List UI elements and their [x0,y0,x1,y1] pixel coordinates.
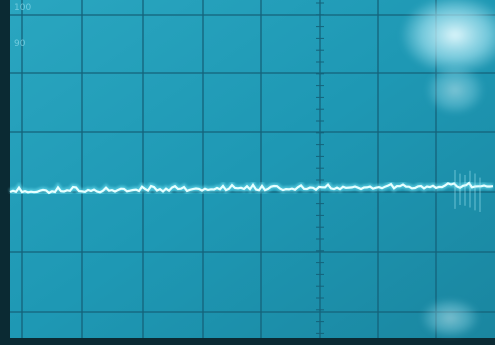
glare [420,298,480,338]
oscilloscope-photo: 100 90 [0,0,495,345]
graticule-label: 100 [14,3,31,13]
glare [425,65,485,115]
page: 100 90 (() => { const data = JSON.parse(… [0,0,495,345]
graticule-label: 90 [14,39,26,49]
